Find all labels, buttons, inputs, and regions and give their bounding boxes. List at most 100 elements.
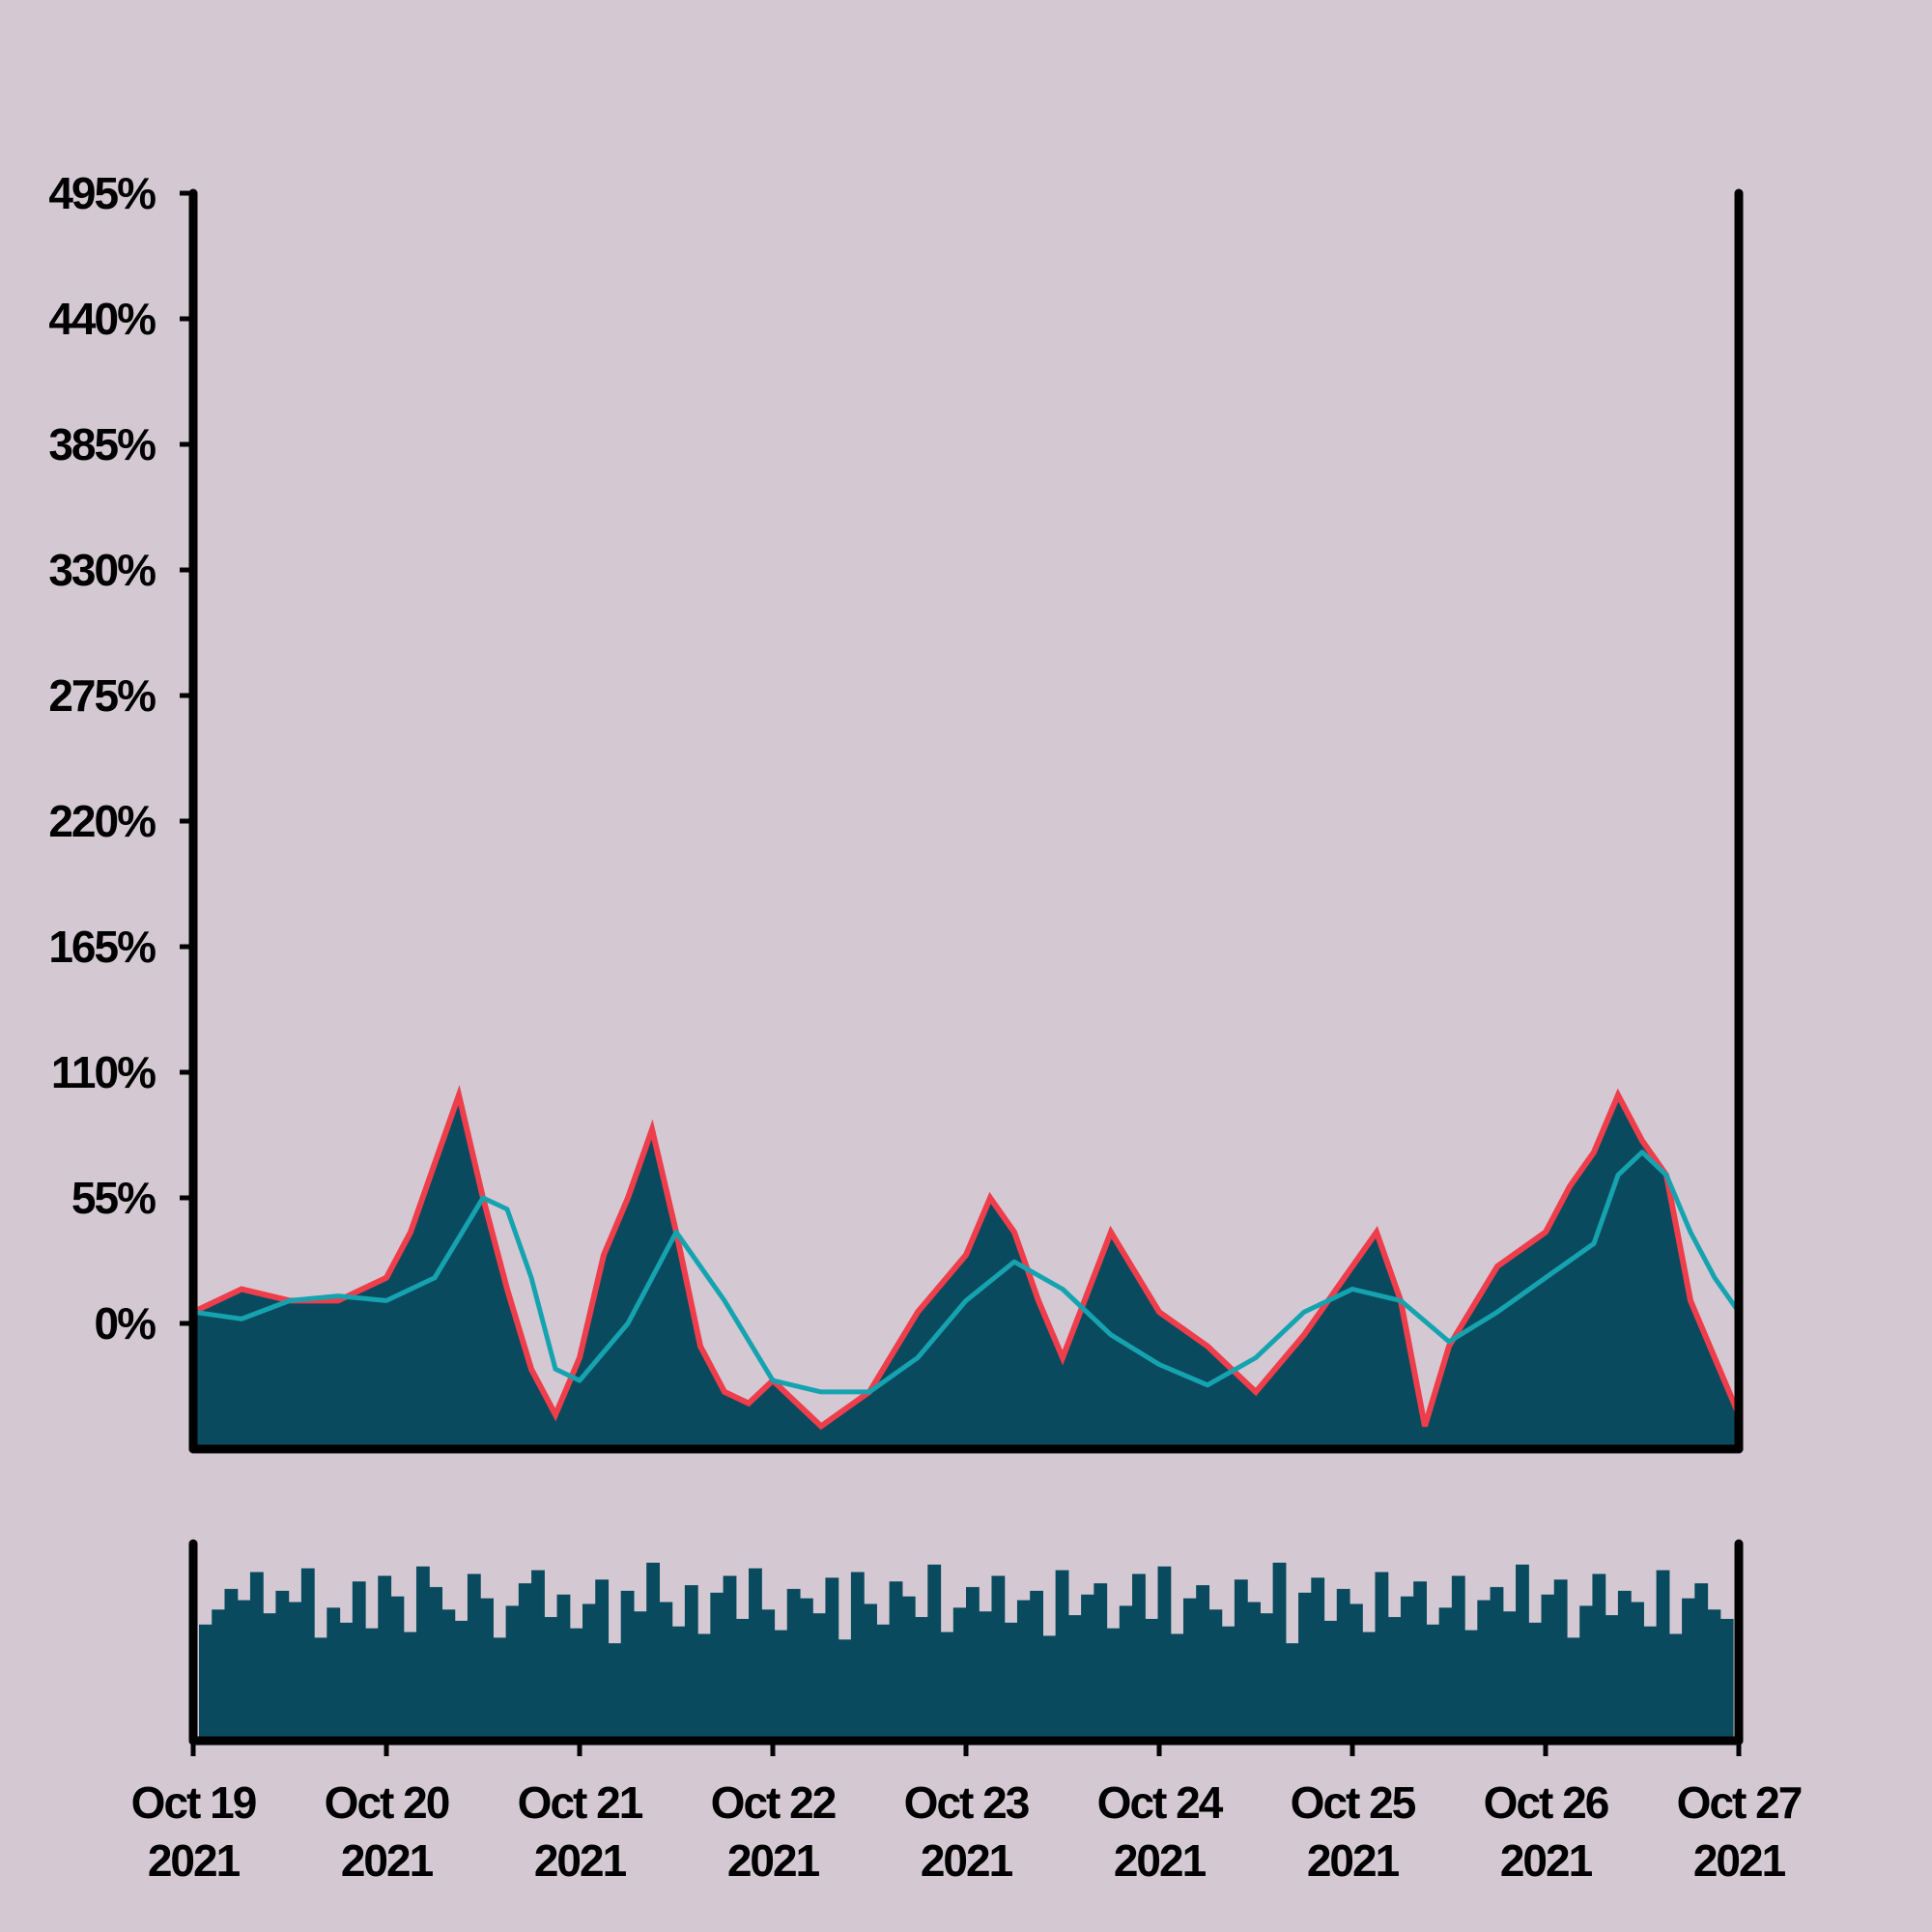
volume-bar [1668,1634,1683,1741]
volume-bar [1170,1634,1184,1741]
volume-bar [1464,1630,1478,1741]
volume-bar [505,1605,520,1741]
y-tick-label: 275% [48,670,156,721]
x-tick-label-date: Oct 21 [518,1777,643,1828]
volume-bar [1438,1607,1453,1741]
volume-bar [1350,1604,1363,1741]
volume-bar [403,1632,417,1741]
volume-bar [1196,1584,1210,1741]
x-tick-label-year: 2021 [921,1835,1013,1886]
volume-bar [1055,1570,1069,1741]
volume-bar [544,1616,558,1741]
volume-bar [850,1572,865,1741]
volume-bar [1145,1618,1159,1741]
volume-bar [799,1598,813,1741]
x-tick-label-date: Oct 20 [325,1777,449,1828]
volume-bar [1592,1574,1606,1741]
y-tick-label: 110% [51,1047,156,1097]
volume-bar [1451,1576,1465,1741]
volume-bar [940,1632,954,1741]
x-tick-label-date: Oct 26 [1484,1777,1608,1828]
volume-bar [582,1604,596,1741]
volume-bar [1502,1611,1517,1741]
volume-bar [212,1609,226,1741]
volume-bar [786,1588,801,1741]
volume-bar [224,1588,239,1741]
volume-bar [1566,1637,1580,1741]
y-tick-label: 330% [48,545,156,595]
volume-bar [761,1609,776,1741]
y-tick-label: 55% [71,1173,156,1223]
volume-bar [378,1576,392,1741]
volume-bar [1247,1602,1261,1741]
volume-bar [915,1616,928,1741]
volume-bar [1004,1622,1018,1741]
volume-bar [1260,1613,1274,1741]
volume-bar [1336,1588,1350,1741]
moving-average-line [192,1150,1742,1395]
volume-bar [300,1568,315,1741]
y-axis-ticks: 0% 55% 110% 165% 220% 275% 330% 385% 440% 495% [48,168,193,1349]
volume-bar [1387,1616,1402,1741]
volume-bar [441,1609,456,1741]
volume-bar [952,1607,967,1741]
x-tick-label-year: 2021 [341,1835,434,1886]
volume-bar [659,1602,673,1741]
volume-bar [889,1581,903,1741]
volume-bar [275,1590,290,1741]
volume-bar [415,1566,430,1741]
y-tick-label: 440% [48,294,156,344]
volume-bar [1030,1590,1043,1741]
x-tick-label-year: 2021 [1500,1835,1593,1886]
volume-bar [1707,1609,1721,1741]
volume-bar [480,1598,494,1741]
volume-bar [288,1602,302,1741]
volume-bar [1400,1596,1414,1741]
y-tick-label: 385% [48,419,156,469]
volume-bar [1719,1618,1734,1741]
volume-bar [710,1592,724,1741]
volume-bar [1375,1572,1389,1741]
volume-bar [812,1613,827,1741]
volume-bar [901,1596,916,1741]
volume-bar [556,1594,571,1741]
x-tick-label-date: Oct 24 [1097,1777,1224,1828]
volume-bar [429,1586,443,1741]
volume-bar [467,1574,481,1741]
volume-bar [263,1613,276,1741]
volume-bar [620,1590,635,1741]
volume-bar [1081,1594,1094,1741]
volume-bar [327,1607,341,1741]
volume-bar [1272,1562,1287,1741]
x-axis-ticks: Oct 19 2021 Oct 20 2021 Oct 21 2021 Oct 22 2021… [131,1741,1804,1886]
x-tick-label-date: Oct 22 [711,1777,836,1828]
volume-bar [749,1568,762,1741]
volume-bar [1426,1624,1440,1741]
volume-bar [838,1639,852,1741]
volume-bar [1694,1583,1709,1741]
volume-bar [1067,1615,1082,1741]
volume-bar [352,1581,366,1741]
x-tick-label-date: Oct 27 [1677,1777,1802,1828]
x-tick-label-year: 2021 [727,1835,820,1886]
volume-bar [1579,1605,1594,1741]
x-tick-label-year: 2021 [1114,1835,1207,1886]
volume-bar [1094,1583,1108,1741]
volume-bar [314,1637,327,1741]
volume-bar [1234,1579,1248,1741]
volume-bar [1298,1592,1312,1741]
x-tick-label-year: 2021 [1307,1835,1400,1886]
volume-bar [1413,1581,1427,1741]
volume-bar [633,1611,647,1741]
volume-bar [595,1579,610,1741]
volume-bar [774,1630,788,1741]
x-tick-label-year: 2021 [148,1835,241,1886]
volume-bar [671,1626,686,1741]
volume-bar [237,1600,251,1741]
area-series [193,1094,1739,1449]
volume-bar [1656,1570,1670,1741]
volume-bar [825,1577,839,1741]
volume-bar [979,1611,993,1741]
volume-bar [1528,1622,1543,1741]
